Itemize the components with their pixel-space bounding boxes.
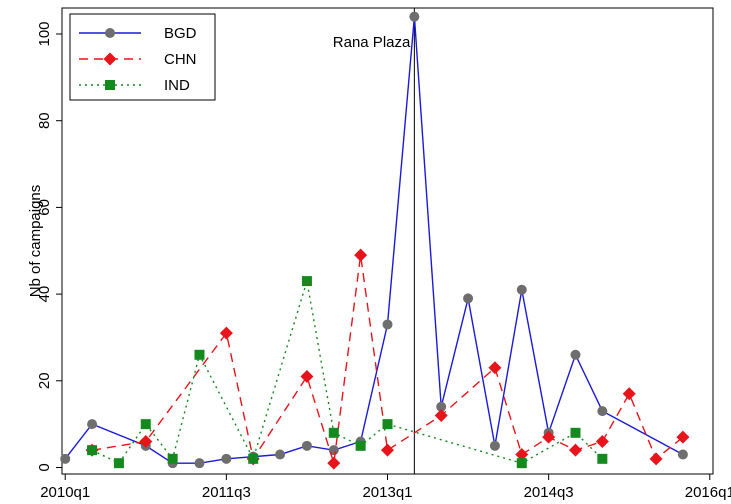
data-point-bgd bbox=[516, 284, 527, 295]
x-tick-label: 2011q3 bbox=[202, 484, 251, 501]
data-point-ind bbox=[328, 427, 339, 438]
data-point-ind bbox=[167, 453, 178, 464]
data-point-chn bbox=[434, 408, 448, 422]
legend-label-chn: CHN bbox=[164, 51, 197, 68]
series-group bbox=[60, 11, 690, 470]
data-point-ind bbox=[113, 458, 124, 469]
data-point-chn bbox=[649, 452, 663, 466]
data-point-ind bbox=[570, 427, 581, 438]
data-point-chn bbox=[542, 430, 556, 444]
data-point-bgd bbox=[677, 449, 688, 460]
x-tick-label: 2016q1 bbox=[685, 484, 731, 501]
data-point-bgd bbox=[463, 293, 474, 304]
data-point-chn bbox=[595, 434, 609, 448]
series-chn bbox=[85, 248, 690, 470]
legend-marker-bgd bbox=[105, 28, 115, 38]
series-ind bbox=[87, 276, 608, 469]
data-point-bgd bbox=[436, 401, 447, 412]
data-point-chn bbox=[488, 361, 502, 375]
data-point-bgd bbox=[275, 449, 286, 460]
data-point-chn bbox=[139, 434, 153, 448]
data-point-chn bbox=[676, 430, 690, 444]
y-tick-label: 0 bbox=[36, 463, 53, 471]
y-tick-label: 40 bbox=[36, 286, 53, 303]
data-point-chn bbox=[515, 447, 529, 461]
data-point-chn bbox=[219, 326, 233, 340]
data-point-ind bbox=[516, 458, 527, 469]
y-tick-label: 80 bbox=[36, 112, 53, 129]
data-point-bgd bbox=[570, 349, 581, 360]
data-point-bgd bbox=[60, 453, 71, 464]
x-tick-label: 2010q1 bbox=[40, 484, 90, 501]
x-tick-label: 2014q3 bbox=[524, 484, 574, 501]
data-point-bgd bbox=[409, 11, 420, 22]
series-line-chn bbox=[91, 255, 684, 464]
data-point-bgd bbox=[328, 445, 339, 456]
data-point-chn bbox=[300, 369, 314, 383]
y-axis-title: Nb of campaigns bbox=[27, 185, 44, 298]
event-marker-group: Rana Plaza bbox=[333, 8, 415, 474]
data-point-bgd bbox=[489, 440, 500, 451]
data-point-ind bbox=[87, 445, 98, 456]
data-point-ind bbox=[194, 349, 205, 360]
data-point-bgd bbox=[87, 419, 98, 430]
legend-marker-chn bbox=[103, 52, 117, 66]
legend-label-bgd: BGD bbox=[164, 25, 197, 42]
annotation-label: Rana Plaza bbox=[333, 34, 411, 51]
data-point-ind bbox=[301, 276, 312, 287]
data-point-bgd bbox=[597, 406, 608, 417]
axes: 2010q1 2011q3 2013q1 2014q3 2016q1 0 20 40 60 80 1… bbox=[36, 21, 731, 501]
data-point-ind bbox=[382, 419, 393, 430]
data-point-chn bbox=[622, 387, 636, 401]
data-point-bgd bbox=[194, 458, 205, 469]
y-tick-label: 100 bbox=[36, 21, 53, 46]
data-point-chn bbox=[568, 443, 582, 457]
data-point-ind bbox=[140, 419, 151, 430]
legend: BGD CHN IND bbox=[69, 13, 216, 101]
x-tick-label: 2013q1 bbox=[362, 484, 412, 501]
y-tick-label: 20 bbox=[36, 372, 53, 389]
legend-box bbox=[69, 13, 216, 101]
data-point-ind bbox=[248, 453, 259, 464]
data-point-ind bbox=[355, 440, 366, 451]
data-point-chn bbox=[354, 248, 368, 262]
y-tick-label: 60 bbox=[36, 199, 53, 216]
data-point-ind bbox=[597, 453, 608, 464]
legend-label-ind: IND bbox=[164, 77, 190, 94]
data-point-bgd bbox=[382, 319, 393, 330]
data-point-chn bbox=[327, 456, 341, 470]
y-axis-title-group: Nb of campaigns bbox=[27, 185, 44, 298]
data-point-bgd bbox=[301, 440, 312, 451]
data-point-chn bbox=[381, 443, 394, 457]
legend-marker-ind bbox=[105, 80, 115, 90]
data-point-bgd bbox=[221, 453, 232, 464]
